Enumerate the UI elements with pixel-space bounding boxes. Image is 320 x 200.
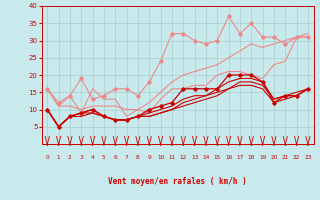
X-axis label: Vent moyen/en rafales ( km/h ): Vent moyen/en rafales ( km/h ) (108, 177, 247, 186)
